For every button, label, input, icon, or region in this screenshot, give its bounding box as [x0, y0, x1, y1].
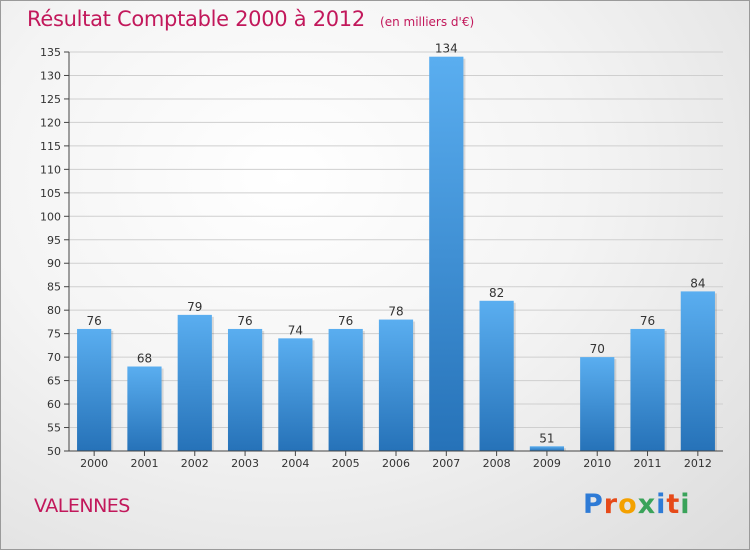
bar-value-label: 78 — [388, 305, 403, 319]
y-tick-label: 95 — [47, 234, 61, 247]
bar — [227, 328, 263, 451]
logo-letter: x — [637, 489, 657, 520]
logo-letter: t — [666, 489, 681, 520]
y-tick-label: 135 — [40, 46, 61, 59]
y-tick-label: 115 — [40, 140, 61, 153]
x-tick-label: 2011 — [634, 457, 662, 470]
y-tick-label: 125 — [40, 93, 61, 106]
x-tick-label: 2008 — [483, 457, 511, 470]
logo-letter: r — [603, 489, 619, 520]
y-tick-label: 90 — [47, 257, 61, 270]
y-tick-label: 100 — [40, 210, 61, 223]
y-tick-label: 80 — [47, 304, 61, 317]
bar — [479, 300, 514, 451]
bar-value-label: 51 — [539, 431, 554, 445]
bar-value-label: 74 — [288, 323, 303, 337]
bar — [278, 338, 313, 451]
bar — [580, 357, 615, 451]
logo-letter: P — [583, 489, 604, 520]
x-tick-label: 2010 — [583, 457, 611, 470]
y-tick-label: 65 — [47, 375, 61, 388]
x-tick-label: 2000 — [80, 457, 108, 470]
bar — [177, 314, 212, 451]
bar-value-label: 76 — [237, 314, 252, 328]
x-tick-label: 2003 — [231, 457, 259, 470]
city-name: VALENNES — [34, 495, 130, 517]
bar-value-label: 82 — [489, 286, 504, 300]
logo-letter: o — [618, 489, 638, 520]
bar — [127, 366, 162, 451]
chart-title-block: Résultat Comptable 2000 à 2012 (en milli… — [27, 7, 474, 31]
bar — [680, 291, 715, 451]
y-tick-label: 75 — [47, 328, 61, 341]
x-tick-label: 2012 — [684, 457, 712, 470]
bar-value-label: 70 — [590, 342, 605, 356]
y-tick-label: 130 — [40, 69, 61, 82]
x-tick-label: 2002 — [181, 457, 209, 470]
y-tick-label: 85 — [47, 281, 61, 294]
bar-value-label: 68 — [137, 352, 152, 366]
y-tick-label: 50 — [47, 445, 61, 458]
bar — [378, 319, 414, 451]
logo-letter: i — [680, 489, 691, 520]
bar — [630, 328, 665, 451]
bar-value-label: 79 — [187, 300, 202, 314]
x-tick-label: 2006 — [382, 457, 410, 470]
bar-value-label: 76 — [338, 314, 353, 328]
bar-value-label: 76 — [87, 314, 102, 328]
y-tick-label: 55 — [47, 422, 61, 435]
chart-subtitle: (en milliers d'€) — [380, 15, 475, 29]
chart-title: Résultat Comptable 2000 à 2012 — [27, 7, 365, 31]
y-tick-label: 60 — [47, 398, 61, 411]
y-axis: 50 55 60 65 70 75 80 85 90 95 100 105 110 115 120 125 13… — [40, 46, 70, 458]
x-tick-label: 2007 — [432, 457, 460, 470]
x-tick-label: 2001 — [130, 457, 158, 470]
logo-letter: i — [656, 489, 667, 520]
y-tick-label: 110 — [40, 163, 61, 176]
x-tick-label: 2005 — [332, 457, 360, 470]
proxiti-logo: Proxiti — [583, 489, 691, 520]
bar-value-label: 76 — [640, 314, 655, 328]
bar — [529, 446, 565, 451]
bar — [77, 328, 112, 451]
y-tick-label: 70 — [47, 351, 61, 364]
y-tick-label: 120 — [40, 116, 61, 129]
bar-value-label: 134 — [435, 42, 458, 56]
bar — [328, 328, 363, 451]
bar-value-label: 84 — [690, 276, 705, 290]
bars: 76 68 79 76 74 76 78 134 82 51 70 76 84 — [77, 42, 717, 451]
bar — [429, 56, 464, 451]
x-tick-label: 2009 — [533, 457, 561, 470]
y-tick-label: 105 — [40, 187, 61, 200]
x-axis: 2000 2001 2002 2003 2004 2005 2006 2007 2008 2009… — [69, 450, 723, 470]
x-tick-label: 2004 — [281, 457, 309, 470]
